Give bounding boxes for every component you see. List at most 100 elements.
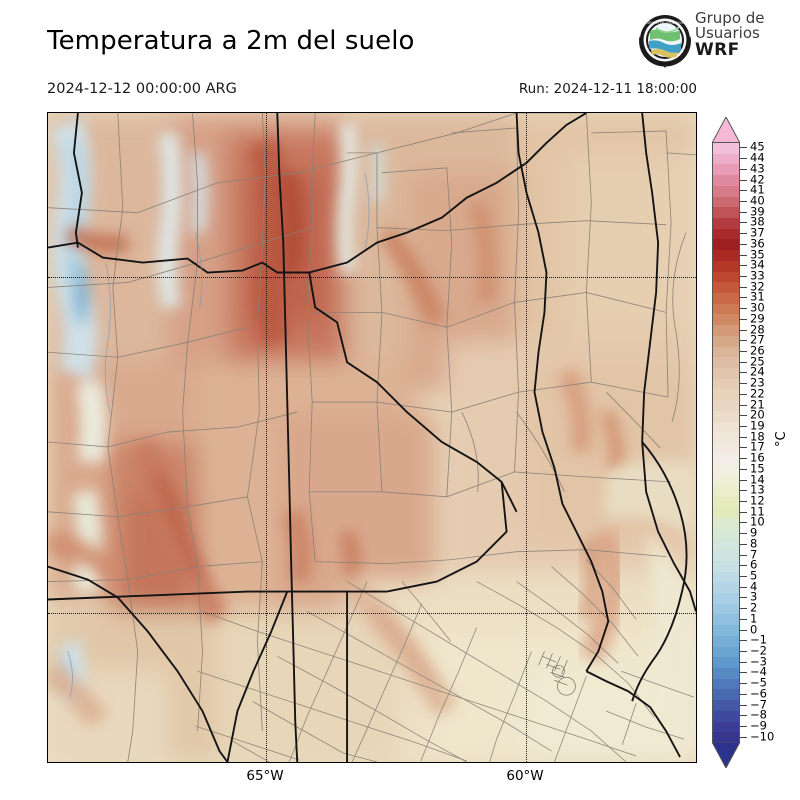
colorbar-segment — [713, 271, 739, 283]
colorbar-tick-label: 36 — [750, 236, 765, 251]
colorbar-tick-label: −7 — [750, 696, 767, 711]
colorbar-tick-mark — [740, 436, 747, 438]
colorbar-segment — [713, 507, 739, 519]
colorbar-tick-label: −1 — [750, 632, 767, 647]
colorbar-tick-mark — [740, 618, 747, 620]
colorbar-tick-mark — [740, 704, 747, 706]
colorbar-tick-mark — [740, 265, 747, 267]
colorbar-tick-mark — [740, 565, 747, 567]
colorbar-tick-label: −5 — [750, 675, 767, 690]
colorbar-tick-mark — [740, 543, 747, 545]
colorbar-tick-mark — [740, 383, 747, 385]
colorbar-segment — [713, 410, 739, 423]
colorbar-tick-label: 19 — [750, 418, 765, 433]
logo-text: Grupo de Usuarios WRF — [695, 9, 797, 59]
colorbar-segment — [713, 539, 739, 551]
colorbar-tick-mark — [740, 672, 747, 674]
colorbar-tick-label: 24 — [750, 364, 765, 379]
colorbar-tick-label: 17 — [750, 439, 765, 454]
colorbar-tick-mark — [740, 511, 747, 513]
colorbar-tick-mark — [740, 640, 747, 642]
colorbar-tick-mark — [740, 168, 747, 170]
colorbar-tick-label: 8 — [750, 536, 758, 551]
colorbar-segment — [713, 485, 739, 498]
colorbar-tick-mark — [740, 350, 747, 352]
colorbar-segment — [713, 571, 739, 583]
colorbar-segment — [713, 143, 739, 155]
colorbar-tick-label: 7 — [750, 546, 758, 561]
colorbar-segment — [713, 582, 739, 594]
longitude-label-1: 60°W — [506, 768, 544, 784]
colorbar-tick-label: 26 — [750, 343, 765, 358]
colorbar-tick-mark — [740, 179, 747, 181]
logo: GRUPO DE USUARIOS Grupo de Usuarios WRF — [637, 9, 797, 73]
colorbar-tick-label: −4 — [750, 664, 767, 679]
colorbar-tick-mark — [740, 415, 747, 417]
colorbar-segment — [713, 443, 739, 455]
colorbar-segment — [713, 496, 739, 508]
colorbar-tick-label: −9 — [750, 718, 767, 733]
colorbar-segment — [713, 560, 739, 573]
colorbar-tick-mark — [740, 308, 747, 310]
colorbar-gradient — [712, 142, 740, 744]
colorbar-segment — [713, 325, 739, 337]
colorbar-tick-label: 3 — [750, 589, 758, 604]
colorbar-segment — [713, 378, 739, 391]
colorbar-tick-mark — [740, 425, 747, 427]
colorbar-segment — [713, 689, 739, 701]
colorbar-segment — [713, 282, 739, 294]
colorbar-tick-mark — [740, 340, 747, 342]
colorbar-tick-label: −6 — [750, 686, 767, 701]
colorbar-segment — [713, 164, 739, 176]
colorbar-tick-mark — [740, 275, 747, 277]
colorbar-tick-mark — [740, 458, 747, 460]
colorbar-tick-mark — [740, 575, 747, 577]
colorbar-tick-mark — [740, 211, 747, 213]
longitude-label-0: 65°W — [246, 768, 284, 784]
colorbar-tick-label: 0 — [750, 621, 758, 636]
colorbar-tick-label: 10 — [750, 514, 765, 529]
colorbar-segment — [713, 368, 739, 380]
logo-line-1: Grupo de — [695, 9, 765, 27]
colorbar-segment — [713, 550, 739, 562]
colorbar-segment — [713, 228, 739, 241]
colorbar-segment — [713, 432, 739, 444]
colorbar-segment — [713, 518, 739, 530]
colorbar-tick-mark — [740, 222, 747, 224]
colorbar-tick-label: 22 — [750, 386, 765, 401]
colorbar-segment — [713, 453, 739, 466]
colorbar-segment — [713, 207, 739, 219]
colorbar-segment — [713, 218, 739, 230]
colorbar-tick-mark — [740, 693, 747, 695]
colorbar-tick-label: 14 — [750, 471, 765, 486]
colorbar-tick-mark — [740, 329, 747, 331]
colorbar-tick-label: 35 — [750, 246, 765, 261]
svg-text:GRUPO DE USUARIOS: GRUPO DE USUARIOS — [647, 21, 684, 25]
colorbar-segment — [713, 678, 739, 691]
colorbar-segment — [713, 293, 739, 305]
colorbar-segment — [713, 635, 739, 648]
colorbar-tick-mark — [740, 715, 747, 717]
colorbar-segment — [713, 464, 739, 476]
colorbar-tick-label: 25 — [750, 353, 765, 368]
colorbar-segment — [713, 603, 739, 616]
colorbar-tick-label: 16 — [750, 450, 765, 465]
colorbar-segment — [713, 528, 739, 541]
colorbar-segment — [713, 346, 739, 358]
colorbar-tick-mark — [740, 158, 747, 160]
colorbar-segment — [713, 153, 739, 166]
colorbar-tick-mark — [740, 736, 747, 738]
colorbar-tick-label: 40 — [750, 193, 765, 208]
colorbar-segment — [713, 303, 739, 316]
colorbar-tick-mark — [740, 683, 747, 685]
colorbar-segment — [713, 239, 739, 251]
colorbar-unit-label: °C — [774, 431, 789, 447]
colorbar-tick-label: −3 — [750, 653, 767, 668]
colorbar-tick-mark — [740, 597, 747, 599]
colorbar-tick-label: 38 — [750, 214, 765, 229]
colorbar-tick-mark — [740, 661, 747, 663]
colorbar-segment — [713, 250, 739, 262]
colorbar-tick-label: 6 — [750, 557, 758, 572]
colorbar-segment — [713, 357, 739, 369]
colorbar-tick-mark — [740, 372, 747, 374]
